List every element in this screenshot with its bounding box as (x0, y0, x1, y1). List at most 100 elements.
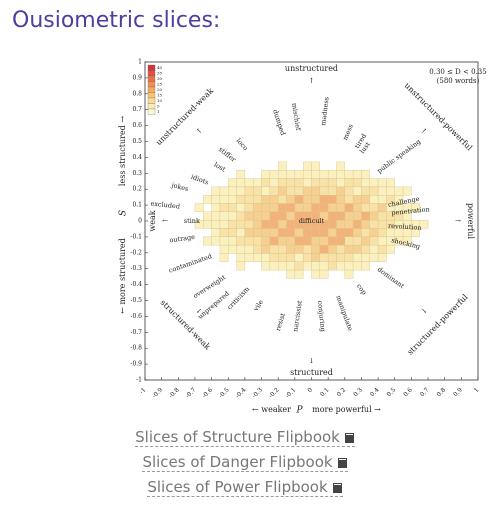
heat-cell (344, 261, 354, 271)
heat-cell (361, 211, 370, 221)
heat-cell (286, 244, 296, 254)
x-tick-label: 0.4 (369, 386, 381, 398)
x-tick-label: 0.6 (402, 386, 414, 398)
heat-cell (352, 261, 362, 271)
arrow: ↙ (196, 307, 202, 315)
heat-cell (311, 261, 321, 271)
x-tick-label: -0.1 (284, 387, 297, 400)
link[interactable]: Slices of Power Flipbook (147, 478, 343, 497)
heat-cell (352, 211, 362, 221)
heat-cell (344, 203, 354, 213)
y-tick-label: -0.9 (130, 361, 142, 368)
heat-cell (352, 194, 362, 204)
link[interactable]: Slices of Danger Flipbook (142, 453, 348, 472)
word: stiffer (217, 145, 238, 164)
heat-cell (377, 228, 387, 238)
heat-cell (236, 228, 246, 238)
heat-cell (361, 219, 370, 229)
heat-cell (278, 170, 287, 179)
heat-cell (377, 186, 387, 196)
x-axis-label: P (295, 406, 303, 416)
heat-cell (369, 194, 379, 204)
direction: unstructured-weak (154, 86, 215, 147)
y-axis-label: ← more structured (118, 238, 127, 314)
heat-cell (286, 203, 296, 213)
y-tick-label: -0.4 (130, 281, 142, 288)
heat-cell (253, 211, 262, 221)
heat-cell (302, 236, 312, 246)
colorbar-label: 30 (157, 76, 163, 81)
x-tick-label: -0.9 (151, 386, 164, 399)
y-tick-label: 0.1 (132, 202, 142, 209)
heat-cell (294, 236, 304, 246)
heat-cell (336, 211, 346, 221)
heat-cell (294, 228, 304, 238)
heat-cell (377, 236, 387, 246)
heat-cell (236, 170, 246, 179)
heat-cell (278, 178, 287, 188)
heat-cell (352, 186, 362, 196)
heat-cell (361, 203, 370, 213)
heat-cell (336, 186, 346, 196)
heat-cell (352, 228, 362, 238)
heat-cell (319, 253, 329, 263)
link-text: Slices of Structure Flipbook (135, 428, 340, 446)
heat-cell (302, 253, 312, 263)
heat-cell (361, 170, 370, 179)
y-tick-label: 0.8 (132, 90, 142, 97)
heat-cell (327, 261, 337, 271)
heat-cell (369, 186, 379, 196)
book-icon (344, 433, 354, 443)
heat-cell (236, 203, 246, 213)
colorbar-cell (147, 103, 156, 110)
heat-cell (386, 186, 395, 196)
heat-cell (278, 244, 287, 254)
heat-cell (253, 194, 262, 204)
y-tick-label: 0.2 (132, 186, 142, 193)
y-tick-label: -0.6 (130, 313, 142, 320)
heat-cell (311, 269, 321, 279)
heading: Ousiometric slices: (12, 8, 221, 33)
colorbar-cell (147, 64, 156, 71)
word: outrage (169, 233, 196, 244)
heat-cell (369, 219, 379, 229)
word: vile (251, 298, 265, 313)
word: dominant (376, 265, 406, 290)
arrow: ↖ (196, 127, 202, 135)
heat-cell (261, 211, 271, 221)
heat-cell (302, 161, 312, 171)
direction: structured-powerful (406, 292, 470, 356)
heat-cell (294, 253, 304, 263)
heat-cell (294, 261, 304, 271)
heat-cell (327, 244, 337, 254)
heat-cell (211, 219, 221, 229)
heat-cell (302, 261, 312, 271)
heat-cell (244, 186, 254, 196)
heat-cell (369, 244, 379, 254)
heat-cell (402, 186, 412, 196)
heat-cell (236, 219, 246, 229)
heat-cell (344, 236, 354, 246)
heat-cell (269, 261, 279, 271)
heat-cell (203, 236, 212, 246)
x-tick-label: 0.3 (352, 386, 364, 398)
heat-cell (319, 269, 329, 279)
heat-cell (302, 203, 312, 213)
heat-cell (361, 194, 370, 204)
heat-cell (327, 253, 337, 263)
heat-cell (228, 236, 237, 246)
y-tick-label: -0.1 (130, 233, 142, 240)
heat-cell (319, 228, 329, 238)
heat-cell (253, 236, 262, 246)
heat-cell (311, 170, 321, 179)
heat-cell (228, 178, 237, 188)
heat-cell (361, 186, 370, 196)
link[interactable]: Slices of Structure Flipbook (135, 428, 355, 447)
word: mischief (290, 102, 302, 131)
word: mess (341, 123, 355, 141)
figure: -1-0.9-0.8-0.7-0.6-0.5-0.4-0.3-0.2-0.100… (118, 59, 487, 416)
heat-cell (302, 178, 312, 188)
heat-cell (344, 178, 354, 188)
heat-cell (228, 186, 237, 196)
heat-cell (411, 228, 420, 238)
